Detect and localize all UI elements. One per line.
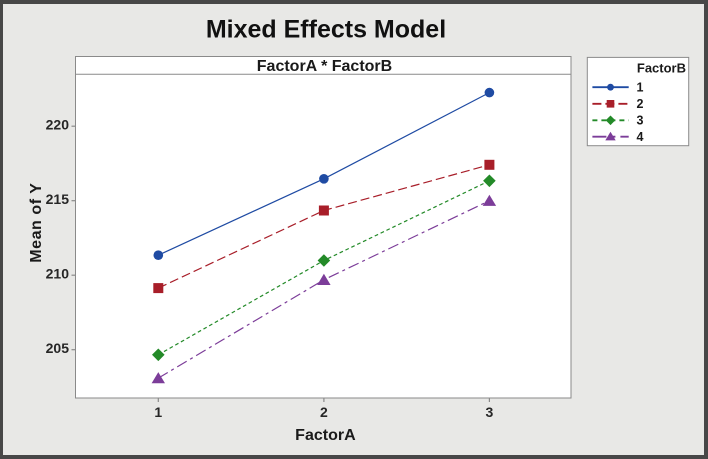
svg-text:Mixed Effects Model: Mixed Effects Model: [206, 16, 446, 44]
svg-text:Mean of Y: Mean of Y: [28, 182, 45, 262]
svg-text:1: 1: [154, 404, 162, 420]
svg-text:3: 3: [637, 114, 644, 128]
svg-text:205: 205: [46, 340, 70, 356]
svg-text:2: 2: [320, 404, 328, 420]
svg-text:FactorB: FactorB: [637, 61, 686, 76]
svg-text:FactorA: FactorA: [295, 427, 356, 444]
svg-text:210: 210: [46, 266, 70, 282]
svg-text:FactorA * FactorB: FactorA * FactorB: [257, 58, 392, 75]
svg-text:1: 1: [637, 81, 644, 95]
svg-text:4: 4: [637, 130, 644, 144]
svg-text:2: 2: [637, 97, 644, 111]
svg-text:215: 215: [46, 191, 70, 207]
svg-text:3: 3: [486, 404, 494, 420]
svg-text:220: 220: [46, 117, 70, 133]
